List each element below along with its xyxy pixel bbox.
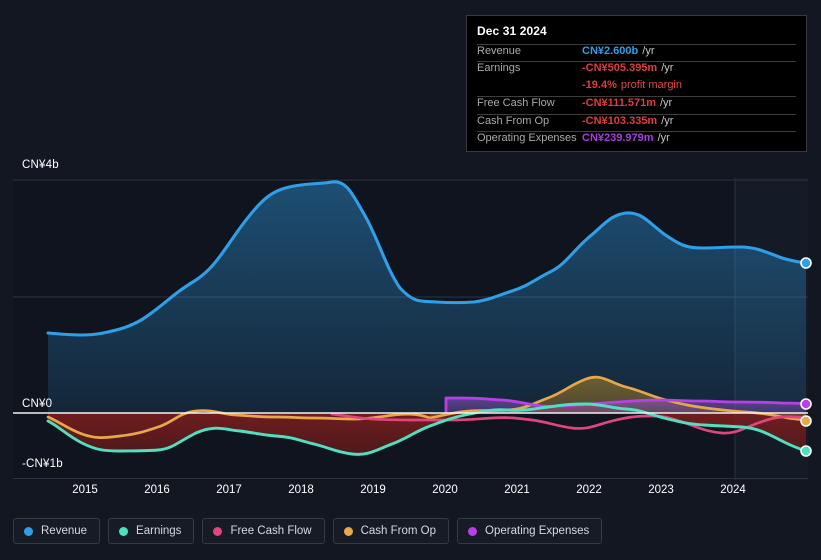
legend-color-dot-icon bbox=[119, 526, 129, 536]
x-axis-label-2023: 2023 bbox=[648, 484, 674, 496]
tooltip-row-value: -CN¥103.335m bbox=[582, 114, 658, 127]
legend-color-dot-icon bbox=[343, 526, 353, 536]
endpoint-cashfromop bbox=[800, 415, 812, 427]
series-line-freecashflow bbox=[330, 412, 808, 435]
series-endpoint-markers bbox=[800, 257, 812, 457]
series-line-cashfromop bbox=[46, 375, 808, 439]
tooltip-row-value-wrap: -CN¥111.571m/yr bbox=[582, 97, 672, 109]
x-axis-label-2016: 2016 bbox=[144, 484, 170, 496]
x-axis-label-2024: 2024 bbox=[720, 484, 746, 496]
chart-tooltip: Dec 31 2024 Revenue CN¥2.600b/yr Earnings -… bbox=[466, 15, 807, 152]
series-area-earnings bbox=[48, 404, 806, 455]
y-axis-label-negative: -CN¥1b bbox=[22, 458, 63, 470]
tooltip-row-unit: /yr bbox=[661, 62, 674, 75]
legend-item-operating-expenses[interactable]: Operating Expenses bbox=[457, 518, 603, 544]
series-line-opex bbox=[444, 396, 808, 415]
x-axis-label-2020: 2020 bbox=[432, 484, 458, 496]
legend-item-earnings[interactable]: Earnings bbox=[108, 518, 195, 544]
series-line-revenue bbox=[46, 180, 808, 337]
y-axis-label-top: CN¥4b bbox=[22, 159, 59, 171]
tooltip-row-label: Free Cash Flow bbox=[477, 97, 555, 110]
tooltip-row: Revenue CN¥2.600b/yr bbox=[477, 44, 796, 61]
tooltip-row-unit: /yr bbox=[661, 114, 674, 127]
legend-color-dot-icon bbox=[468, 526, 478, 536]
x-axis-label-2019: 2019 bbox=[360, 484, 386, 496]
tooltip-row-unit: /yr bbox=[660, 97, 673, 110]
legend-item-label: Revenue bbox=[41, 525, 88, 537]
endpoint-revenue bbox=[800, 257, 812, 269]
legend-item-cash-from-op[interactable]: Cash From Op bbox=[332, 518, 450, 544]
x-axis-label-2017: 2017 bbox=[216, 484, 242, 496]
financial-area-chart bbox=[13, 178, 812, 480]
tooltip-row-label: Cash From Op bbox=[477, 114, 550, 127]
tooltip-row: Earnings -CN¥505.395m/yr bbox=[477, 61, 796, 78]
endpoint-opex bbox=[800, 398, 812, 410]
legend-item-label: Cash From Op bbox=[360, 525, 437, 537]
x-axis-label-2018: 2018 bbox=[288, 484, 314, 496]
tooltip-row: Cash From Op -CN¥103.335m/yr bbox=[477, 113, 796, 131]
tooltip-row: Operating Expenses CN¥239.979m/yr bbox=[477, 130, 796, 148]
x-axis-labels: 2015 2016 2017 2018 2019 2020 2021 2022 2023 2024 bbox=[0, 484, 821, 502]
tooltip-row-label: Operating Expenses bbox=[477, 131, 577, 144]
tooltip-row: Free Cash Flow -CN¥111.571m/yr bbox=[477, 96, 796, 113]
tooltip-row-value: -19.4% bbox=[582, 78, 617, 91]
legend-item-revenue[interactable]: Revenue bbox=[13, 518, 101, 544]
tooltip-date: Dec 31 2024 bbox=[477, 24, 547, 38]
y-axis-label-zero: CN¥0 bbox=[22, 398, 53, 410]
tooltip-row-value-wrap: -CN¥103.335m/yr bbox=[582, 115, 673, 127]
legend-item-label: Earnings bbox=[136, 525, 182, 537]
legend-item-label: Operating Expenses bbox=[485, 525, 590, 537]
tooltip-row-label: Revenue bbox=[477, 45, 522, 57]
tooltip-row-value: CN¥2.600b bbox=[582, 45, 639, 57]
chart-legend[interactable]: Revenue Earnings Free Cash Flow Cash From O… bbox=[13, 518, 603, 544]
x-axis-label-2022: 2022 bbox=[576, 484, 602, 496]
legend-color-dot-icon bbox=[213, 526, 223, 536]
series-line-earnings bbox=[46, 402, 808, 456]
endpoint-earnings bbox=[800, 445, 812, 457]
series-area-revenue bbox=[48, 181, 806, 413]
tooltip-rows: Revenue CN¥2.600b/yr Earnings -CN¥505.395m /… bbox=[477, 44, 796, 148]
tooltip-row-value: -CN¥111.571m bbox=[582, 97, 656, 110]
tooltip-row-extra: profit margin bbox=[620, 78, 682, 91]
tooltip-row-value-wrap: CN¥239.979m/yr bbox=[582, 132, 670, 144]
legend-color-dot-icon bbox=[24, 526, 33, 536]
legend-item-label: Free Cash Flow bbox=[230, 525, 312, 537]
tooltip-row-value: CN¥239.979m bbox=[582, 131, 654, 144]
tooltip-row-label: Earnings bbox=[477, 62, 521, 75]
x-axis-label-2021: 2021 bbox=[504, 484, 530, 496]
legend-item-free-cash-flow[interactable]: Free Cash Flow bbox=[202, 518, 325, 544]
tooltip-row-value-wrap: CN¥2.600b/yr bbox=[582, 45, 655, 57]
tooltip-row-unit: /yr bbox=[642, 45, 655, 57]
tooltip-row-unit: /yr bbox=[657, 131, 670, 144]
tooltip-row-value-wrap: -CN¥505.395m/yr bbox=[582, 62, 673, 74]
tooltip-row-value-wrap: -19.4% profit margin bbox=[582, 79, 682, 91]
tooltip-row-value: -CN¥505.395m bbox=[582, 62, 658, 75]
x-axis-label-2015: 2015 bbox=[72, 484, 98, 496]
tooltip-row: -19.4% profit margin bbox=[477, 79, 796, 96]
